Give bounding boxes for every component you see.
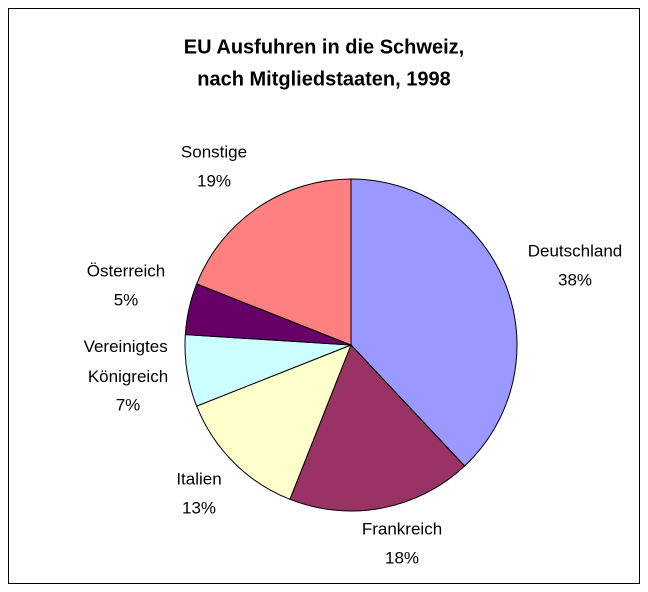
pie-slice bbox=[196, 178, 352, 346]
pie-slice bbox=[289, 344, 466, 512]
category-label: Frankreich bbox=[362, 519, 442, 538]
value-label: 13% bbox=[182, 498, 216, 517]
value-label: 7% bbox=[116, 395, 141, 414]
value-label: 38% bbox=[558, 270, 592, 289]
category-label: Deutschland bbox=[528, 241, 623, 260]
category-label: Österreich bbox=[87, 261, 165, 280]
pie-slice bbox=[196, 344, 352, 500]
category-label: Vereinigtes Königreich bbox=[84, 337, 173, 386]
pie-slice bbox=[350, 178, 518, 467]
value-label: 18% bbox=[385, 548, 419, 567]
category-label: Italien bbox=[176, 469, 221, 488]
category-label: Sonstige bbox=[181, 142, 247, 161]
chart-title: EU Ausfuhren in die Schweiz, bbox=[184, 36, 464, 58]
chart-title: nach Mitgliedstaaten, 1998 bbox=[197, 68, 450, 90]
value-label: 5% bbox=[114, 290, 139, 309]
value-label: 19% bbox=[197, 171, 231, 190]
